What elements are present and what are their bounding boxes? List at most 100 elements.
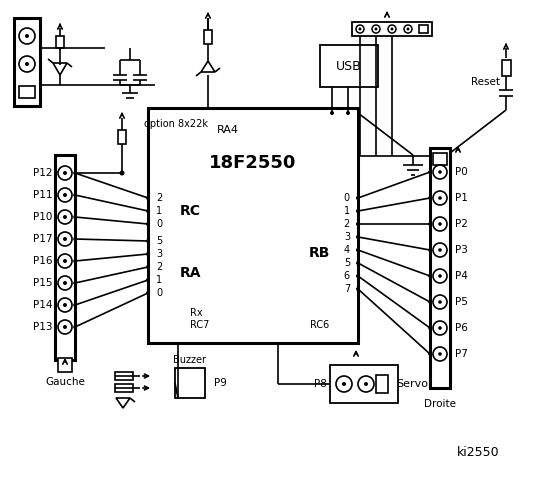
Bar xyxy=(352,22,432,36)
Circle shape xyxy=(433,295,447,309)
Circle shape xyxy=(25,34,29,38)
Circle shape xyxy=(438,170,442,174)
Circle shape xyxy=(428,274,432,278)
Text: P10: P10 xyxy=(33,212,52,222)
Circle shape xyxy=(73,171,77,175)
Circle shape xyxy=(19,56,35,72)
Text: USB: USB xyxy=(336,60,362,72)
Circle shape xyxy=(438,196,442,200)
Circle shape xyxy=(358,376,374,392)
Text: 0: 0 xyxy=(156,288,162,298)
Bar xyxy=(118,130,126,144)
Text: P4: P4 xyxy=(455,271,468,281)
Circle shape xyxy=(356,248,360,252)
Text: RC: RC xyxy=(180,204,201,218)
Circle shape xyxy=(146,252,150,256)
Bar xyxy=(115,372,133,380)
Text: 1: 1 xyxy=(344,206,350,216)
Circle shape xyxy=(356,209,360,213)
Text: P16: P16 xyxy=(33,256,52,266)
Circle shape xyxy=(73,281,77,285)
Circle shape xyxy=(146,265,150,269)
Bar xyxy=(148,108,358,343)
Circle shape xyxy=(58,188,72,202)
Text: P7: P7 xyxy=(455,349,468,359)
Circle shape xyxy=(428,352,432,356)
Circle shape xyxy=(428,326,432,330)
Text: RB: RB xyxy=(309,246,330,260)
Text: P5: P5 xyxy=(455,297,468,307)
Text: Reset: Reset xyxy=(471,77,500,87)
Text: P0: P0 xyxy=(455,167,468,177)
Text: Gauche: Gauche xyxy=(45,377,85,387)
Circle shape xyxy=(25,62,29,66)
Circle shape xyxy=(63,259,67,263)
Circle shape xyxy=(146,209,150,213)
Text: Servo: Servo xyxy=(396,379,428,389)
Circle shape xyxy=(146,239,150,243)
Text: P9: P9 xyxy=(213,378,226,388)
Text: RA4: RA4 xyxy=(217,125,239,135)
Circle shape xyxy=(428,248,432,252)
Circle shape xyxy=(356,235,360,239)
Circle shape xyxy=(438,274,442,278)
Circle shape xyxy=(119,170,124,176)
Circle shape xyxy=(374,27,378,31)
Circle shape xyxy=(58,276,72,290)
Text: P15: P15 xyxy=(33,278,52,288)
Circle shape xyxy=(73,237,77,241)
Bar xyxy=(419,25,428,33)
Circle shape xyxy=(336,376,352,392)
Text: Rx: Rx xyxy=(190,308,202,318)
Circle shape xyxy=(63,281,67,285)
Bar xyxy=(330,365,398,403)
Text: 2: 2 xyxy=(156,262,162,272)
Bar xyxy=(19,86,35,98)
Circle shape xyxy=(19,28,35,44)
Text: 0: 0 xyxy=(156,219,162,229)
Circle shape xyxy=(73,325,77,329)
Bar xyxy=(55,155,75,360)
Text: RC7: RC7 xyxy=(190,320,210,330)
Text: 6: 6 xyxy=(344,271,350,281)
Text: P14: P14 xyxy=(33,300,52,310)
Bar xyxy=(320,45,378,87)
Text: P11: P11 xyxy=(33,190,52,200)
Circle shape xyxy=(356,261,360,265)
Circle shape xyxy=(364,382,368,386)
Text: ki2550: ki2550 xyxy=(457,445,499,458)
Circle shape xyxy=(428,196,432,200)
Text: Buzzer: Buzzer xyxy=(174,355,206,365)
Bar xyxy=(14,18,40,106)
Circle shape xyxy=(356,25,364,33)
Text: P13: P13 xyxy=(33,322,52,332)
Text: RC6: RC6 xyxy=(310,320,329,330)
Text: 2: 2 xyxy=(156,193,162,203)
Text: 18F2550: 18F2550 xyxy=(210,154,297,172)
Circle shape xyxy=(438,222,442,226)
Circle shape xyxy=(58,298,72,312)
Circle shape xyxy=(63,193,67,197)
Circle shape xyxy=(58,210,72,224)
Bar xyxy=(175,368,205,398)
Bar xyxy=(58,358,72,372)
Bar xyxy=(430,148,450,388)
Circle shape xyxy=(146,278,150,282)
Circle shape xyxy=(438,248,442,252)
Text: 5: 5 xyxy=(156,236,162,246)
Bar xyxy=(433,153,447,165)
Text: 2: 2 xyxy=(344,219,350,229)
Circle shape xyxy=(433,269,447,283)
Circle shape xyxy=(58,232,72,246)
Circle shape xyxy=(438,326,442,330)
Circle shape xyxy=(358,27,362,31)
Circle shape xyxy=(146,291,150,295)
Circle shape xyxy=(73,193,77,197)
Circle shape xyxy=(342,382,346,386)
Circle shape xyxy=(406,27,410,31)
Circle shape xyxy=(63,303,67,307)
Text: 3: 3 xyxy=(156,249,162,259)
Text: P8: P8 xyxy=(314,379,326,389)
Text: 7: 7 xyxy=(344,284,350,294)
Circle shape xyxy=(146,222,150,226)
